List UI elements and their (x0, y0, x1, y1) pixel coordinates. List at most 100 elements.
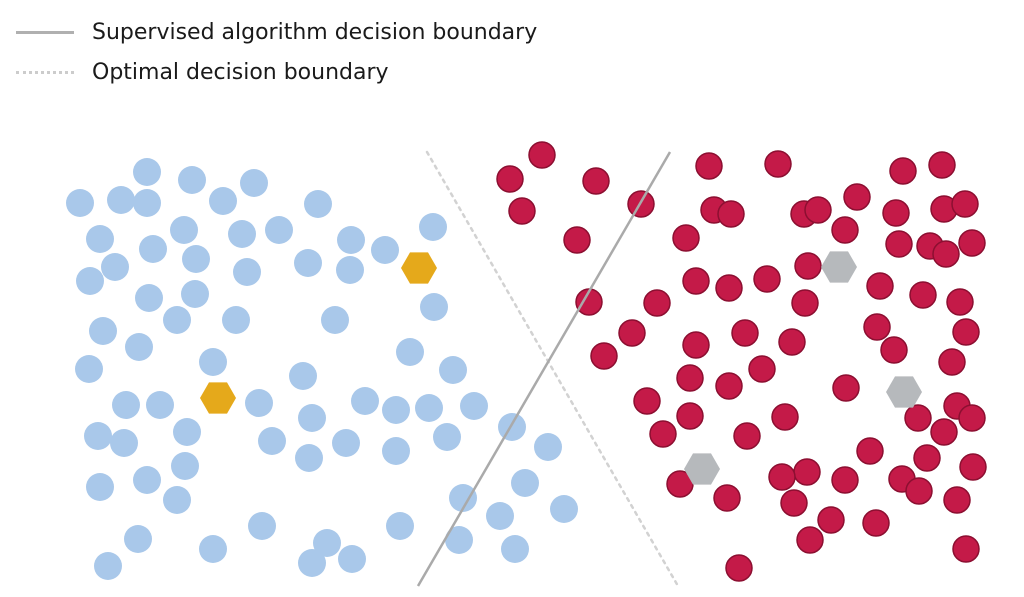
red-point (676, 402, 704, 430)
red-point (618, 319, 646, 347)
blue-point (124, 525, 152, 553)
blue-point (396, 338, 424, 366)
red-point (780, 489, 808, 517)
supervised-decision-boundary (416, 151, 672, 587)
blue-point (289, 362, 317, 390)
labeled-red-hexagon (821, 251, 857, 283)
red-point (676, 364, 704, 392)
red-point (952, 535, 980, 563)
blue-point (182, 245, 210, 273)
blue-point (178, 166, 206, 194)
red-point (932, 240, 960, 268)
red-point (885, 230, 913, 258)
blue-point (146, 391, 174, 419)
blue-point (386, 512, 414, 540)
red-point (796, 526, 824, 554)
blue-point (486, 502, 514, 530)
blue-point (338, 545, 366, 573)
blue-point (351, 387, 379, 415)
blue-point (304, 190, 332, 218)
blue-point (125, 333, 153, 361)
legend: Supervised algorithm decision boundary O… (16, 12, 537, 92)
red-point (909, 281, 937, 309)
blue-point (498, 413, 526, 441)
red-point (582, 167, 610, 195)
blue-point (240, 169, 268, 197)
red-point (672, 224, 700, 252)
blue-point (382, 437, 410, 465)
red-point (575, 288, 603, 316)
blue-point (245, 389, 273, 417)
blue-point (449, 484, 477, 512)
red-point (959, 453, 987, 481)
red-point (633, 387, 661, 415)
red-point (817, 506, 845, 534)
red-point (715, 372, 743, 400)
red-point (753, 265, 781, 293)
red-point (831, 216, 859, 244)
blue-point (295, 444, 323, 472)
red-point (778, 328, 806, 356)
blue-point (181, 280, 209, 308)
legend-swatch-dotted-line (16, 70, 74, 74)
red-point (946, 288, 974, 316)
blue-point (66, 189, 94, 217)
red-point (717, 200, 745, 228)
red-point (791, 289, 819, 317)
labeled-red-hexagon (684, 453, 720, 485)
red-point (905, 477, 933, 505)
red-point (889, 157, 917, 185)
blue-point (420, 293, 448, 321)
red-point (958, 229, 986, 257)
red-point (930, 418, 958, 446)
blue-point (84, 422, 112, 450)
red-point (731, 319, 759, 347)
blue-class-points (66, 158, 578, 580)
red-point (528, 141, 556, 169)
blue-point (321, 306, 349, 334)
labeled-blue-hexagon (401, 252, 437, 284)
blue-point (337, 226, 365, 254)
legend-label-supervised: Supervised algorithm decision boundary (92, 19, 538, 45)
blue-point (415, 394, 443, 422)
blue-point (86, 473, 114, 501)
blue-point (133, 158, 161, 186)
red-point (695, 152, 723, 180)
blue-point (294, 249, 322, 277)
red-point (862, 509, 890, 537)
red-class-points (496, 141, 987, 582)
blue-point (265, 216, 293, 244)
blue-point (222, 306, 250, 334)
blue-point (163, 306, 191, 334)
red-point (794, 252, 822, 280)
red-point (832, 374, 860, 402)
blue-point (501, 535, 529, 563)
labeled-points (200, 251, 922, 485)
optimal-decision-boundary (425, 150, 680, 588)
blue-point (445, 526, 473, 554)
blue-point (419, 213, 447, 241)
blue-point (332, 429, 360, 457)
labeled-red-hexagon (886, 376, 922, 408)
red-point (590, 342, 618, 370)
blue-point (133, 466, 161, 494)
blue-point (550, 495, 578, 523)
red-point (866, 272, 894, 300)
red-point (904, 404, 932, 432)
legend-label-optimal: Optimal decision boundary (92, 59, 389, 85)
red-point (682, 267, 710, 295)
red-point (508, 197, 536, 225)
blue-point (439, 356, 467, 384)
blue-point (209, 187, 237, 215)
blue-point (75, 355, 103, 383)
decision-boundaries (416, 150, 680, 588)
red-point (768, 463, 796, 491)
red-point (951, 190, 979, 218)
blue-point (171, 452, 199, 480)
red-point (943, 486, 971, 514)
legend-item-supervised: Supervised algorithm decision boundary (16, 12, 537, 52)
red-point (715, 274, 743, 302)
blue-point (139, 235, 167, 263)
red-point (771, 403, 799, 431)
